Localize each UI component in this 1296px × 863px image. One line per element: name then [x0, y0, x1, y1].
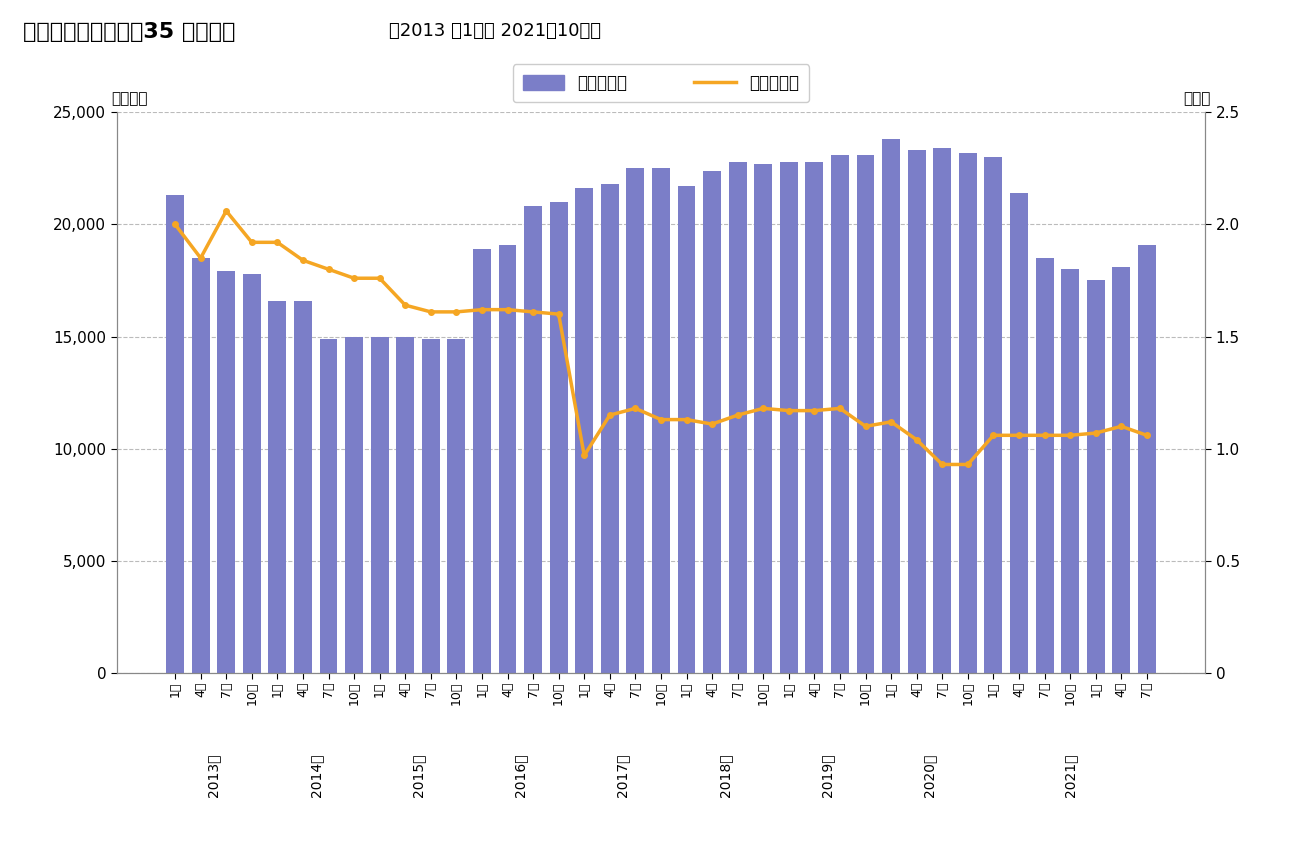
- Bar: [192, 258, 210, 673]
- Bar: [345, 337, 363, 673]
- Bar: [218, 272, 235, 673]
- Bar: [754, 164, 772, 673]
- Bar: [883, 139, 899, 673]
- Bar: [371, 337, 389, 673]
- Bar: [1112, 267, 1130, 673]
- Text: 2015年: 2015年: [411, 753, 425, 797]
- Bar: [1061, 269, 1080, 673]
- Text: 2019年: 2019年: [820, 753, 835, 797]
- Bar: [242, 274, 260, 673]
- Bar: [575, 188, 594, 673]
- Bar: [626, 168, 644, 673]
- Bar: [422, 339, 439, 673]
- Bar: [294, 300, 312, 673]
- Text: 2013年: 2013年: [206, 753, 220, 797]
- Text: （件数）: （件数）: [111, 91, 148, 107]
- Bar: [678, 186, 696, 673]
- Bar: [1138, 244, 1156, 673]
- Bar: [1087, 280, 1104, 673]
- Bar: [499, 244, 517, 673]
- Bar: [397, 337, 415, 673]
- Bar: [524, 206, 542, 673]
- Text: 2020年: 2020年: [923, 753, 937, 797]
- Bar: [805, 161, 823, 673]
- Legend: 在庫：左軸, 金利：右軸: 在庫：左軸, 金利：右軸: [513, 65, 809, 103]
- Bar: [268, 300, 286, 673]
- Bar: [601, 184, 618, 673]
- Bar: [857, 154, 875, 673]
- Bar: [907, 150, 925, 673]
- Text: 2018年: 2018年: [718, 753, 732, 797]
- Bar: [959, 153, 977, 673]
- Text: 2016年: 2016年: [513, 753, 527, 797]
- Text: 在庫推移とフラット35 金利推移: 在庫推移とフラット35 金利推移: [23, 22, 236, 41]
- Bar: [831, 154, 849, 673]
- Bar: [933, 148, 951, 673]
- Bar: [447, 339, 465, 673]
- Bar: [550, 202, 568, 673]
- Text: （2013 年1月～ 2021年10月）: （2013 年1月～ 2021年10月）: [389, 22, 601, 40]
- Bar: [1036, 258, 1054, 673]
- Bar: [166, 195, 184, 673]
- Bar: [652, 168, 670, 673]
- Bar: [1010, 193, 1028, 673]
- Bar: [728, 161, 746, 673]
- Bar: [320, 339, 337, 673]
- Bar: [780, 161, 798, 673]
- Bar: [704, 171, 721, 673]
- Text: 2021年: 2021年: [1063, 753, 1077, 797]
- Text: （％）: （％）: [1183, 91, 1210, 107]
- Text: 2014年: 2014年: [308, 753, 323, 797]
- Text: 2017年: 2017年: [616, 753, 630, 797]
- Bar: [985, 157, 1002, 673]
- Bar: [473, 249, 491, 673]
